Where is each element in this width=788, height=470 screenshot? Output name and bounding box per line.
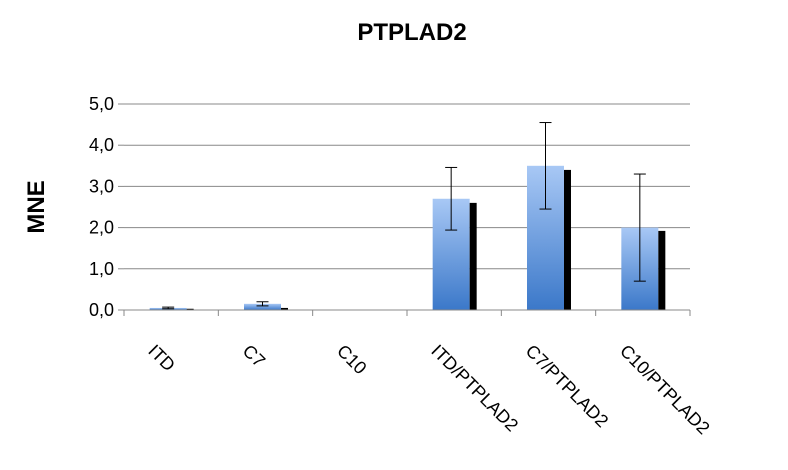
bar-secondary xyxy=(186,308,194,310)
x-tick-label: C10 xyxy=(333,341,370,378)
y-tick-label: 4,0 xyxy=(89,135,114,155)
bar xyxy=(244,303,281,310)
y-tick-label: 3,0 xyxy=(89,176,114,196)
y-tick-label: 0,0 xyxy=(89,300,114,320)
x-tick-label: C7 xyxy=(239,341,269,371)
x-tick-label: ITD/PTPLAD2 xyxy=(427,341,522,436)
y-tick-label: 1,0 xyxy=(89,259,114,279)
x-tick-label: C7/PTPLAD2 xyxy=(522,341,613,432)
x-tick-label: C10/PTPLAD2 xyxy=(616,341,714,439)
y-axis-label: MNE xyxy=(23,180,50,233)
y-tick-label: 2,0 xyxy=(89,218,114,238)
bar-secondary xyxy=(281,307,288,310)
error-bars xyxy=(162,122,646,310)
bar-secondary xyxy=(658,230,666,310)
bar-secondary xyxy=(564,169,571,310)
y-tick-labels: 0,0 1,0 2,0 3,0 4,0 5,0 xyxy=(89,94,124,320)
gridlines xyxy=(124,103,690,270)
bars xyxy=(149,165,666,311)
y-tick-label: 5,0 xyxy=(89,94,114,114)
x-tick-labels: ITD C7 C10 ITD/PTPLAD2 C7/PTPLAD2 C10/PTPLAD2 xyxy=(123,310,714,439)
chart-title: PTPLAD2 xyxy=(357,19,466,46)
x-tick-label: ITD xyxy=(144,341,179,376)
bar-secondary xyxy=(469,202,477,310)
